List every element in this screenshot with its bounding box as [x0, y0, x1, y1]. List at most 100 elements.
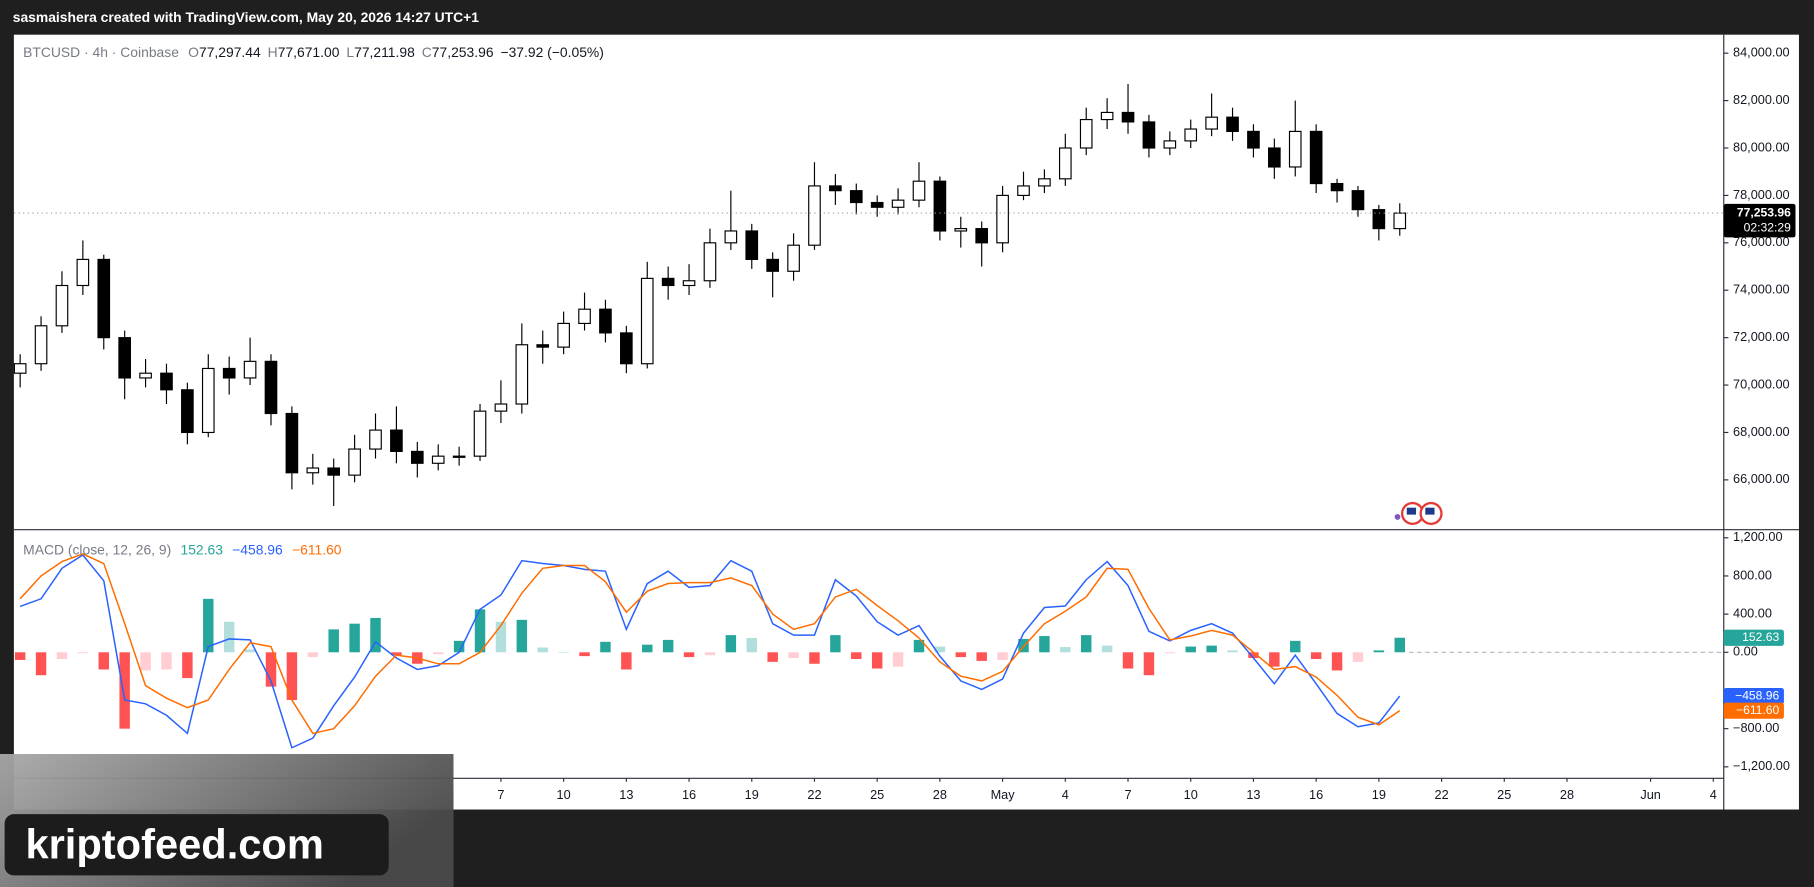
histogram-bar	[600, 641, 611, 653]
candle-body	[1058, 147, 1072, 180]
y-tick-label: −800.00	[1733, 720, 1779, 735]
histogram-bar	[56, 652, 68, 659]
indicator-line	[19, 553, 1401, 735]
y-tick-label: 70,000.00	[1733, 376, 1790, 391]
candle-body	[787, 244, 800, 272]
x-tick-label: 28	[933, 787, 947, 802]
x-tick-label: 10	[557, 787, 571, 802]
x-tick-label: 22	[1434, 787, 1448, 802]
x-tick-label: 7	[497, 787, 504, 802]
candle-body	[243, 360, 257, 379]
candle-body	[160, 372, 173, 391]
histogram-bar	[14, 652, 26, 660]
histogram-bar	[621, 652, 632, 670]
y-tick-label: 68,000.00	[1733, 424, 1790, 439]
x-tick-label: 25	[1497, 787, 1511, 802]
candle-body	[285, 412, 299, 474]
x-tick-label: 16	[682, 787, 696, 802]
price-badge-label: 77,253.96	[1737, 205, 1791, 219]
histogram-bar	[830, 635, 841, 653]
histogram-bar	[1080, 635, 1092, 653]
candle-body	[369, 429, 382, 450]
candle-body	[661, 277, 675, 287]
candle-body	[870, 201, 884, 208]
candle-body	[515, 344, 529, 405]
histogram-bar	[1060, 647, 1071, 653]
watermark-text: kriptofeed.com	[25, 821, 323, 868]
signal-value: −611.60	[292, 541, 342, 557]
countdown-label: 02:32:29	[1744, 220, 1791, 234]
candle-body	[13, 363, 27, 374]
candle-body	[1079, 118, 1093, 149]
candle-body	[724, 230, 738, 244]
y-tick-label: 74,000.00	[1733, 282, 1790, 297]
histogram-bar	[725, 635, 737, 653]
histogram-bar	[704, 652, 716, 656]
candle-body	[578, 308, 591, 324]
candle-body	[1288, 130, 1302, 168]
candle-body	[1268, 147, 1281, 168]
histogram-bar	[1331, 652, 1343, 671]
candle-body	[640, 277, 654, 365]
candle-body	[912, 180, 926, 201]
candle-body	[1205, 116, 1218, 130]
candle-body	[222, 367, 236, 379]
histogram-bar	[1373, 650, 1385, 653]
candle-body	[181, 389, 194, 434]
histogram-bar	[851, 652, 862, 659]
histogram-bar	[746, 637, 757, 653]
histogram-bar	[934, 646, 946, 653]
histogram-bar	[474, 609, 486, 653]
histogram-bar	[432, 652, 444, 655]
plot-layer: 66,000.00 68,000.00 70,000.00 72,000.00 74,0…	[13, 45, 1796, 802]
x-tick-label: 4	[1062, 787, 1069, 802]
histogram-bar	[809, 652, 820, 664]
y-tick-label: 72,000.00	[1733, 329, 1790, 344]
legend-value: 77,253.96	[432, 44, 494, 60]
candle-body	[1121, 111, 1135, 123]
flag	[1406, 507, 1417, 515]
histogram-bar	[223, 621, 235, 653]
y-tick-label: 0.00	[1733, 644, 1758, 659]
histogram-value: 152.63	[180, 541, 223, 557]
legend-key: L	[346, 44, 354, 60]
histogram-bar	[182, 652, 193, 679]
indicator-badge	[1723, 702, 1784, 719]
candle-body	[954, 228, 968, 232]
candle-body	[1017, 185, 1030, 196]
x-tick-label: 16	[1309, 787, 1323, 802]
histogram-bar	[537, 647, 548, 653]
candle-body	[1351, 190, 1365, 211]
histogram-bar	[913, 639, 925, 653]
candle-body	[996, 194, 1009, 244]
candle-body	[1330, 182, 1344, 192]
candle-body	[829, 185, 842, 192]
histogram-bar	[286, 652, 298, 701]
candle-body	[348, 448, 361, 476]
candle-body	[118, 337, 131, 379]
histogram-bar	[683, 652, 695, 658]
legend-value: 77,211.98	[354, 44, 415, 60]
candle-body	[745, 230, 759, 260]
event-dot	[1394, 514, 1401, 520]
candle-body	[264, 360, 278, 415]
histogram-bar	[119, 652, 130, 729]
legend-change: −37.92 (−0.05%)	[500, 44, 603, 60]
histogram-bar	[1310, 652, 1322, 659]
indicator-badge-label: −611.60	[1736, 703, 1780, 717]
event-icons	[1394, 501, 1443, 526]
candle-body	[620, 332, 633, 365]
y-tick-label: 84,000.00	[1733, 45, 1790, 60]
x-tick-label: May	[991, 787, 1016, 802]
histogram-bar	[391, 652, 402, 656]
x-tick-label: 28	[1560, 787, 1574, 802]
candle-body	[76, 258, 90, 287]
histogram-bar	[579, 652, 590, 657]
candle-body	[34, 325, 48, 365]
histogram-bar	[370, 617, 381, 653]
candle-body	[390, 429, 403, 453]
histogram-bar	[892, 652, 904, 667]
y-tick-label: 1,200.00	[1733, 529, 1783, 544]
histogram-bar	[1269, 652, 1280, 667]
